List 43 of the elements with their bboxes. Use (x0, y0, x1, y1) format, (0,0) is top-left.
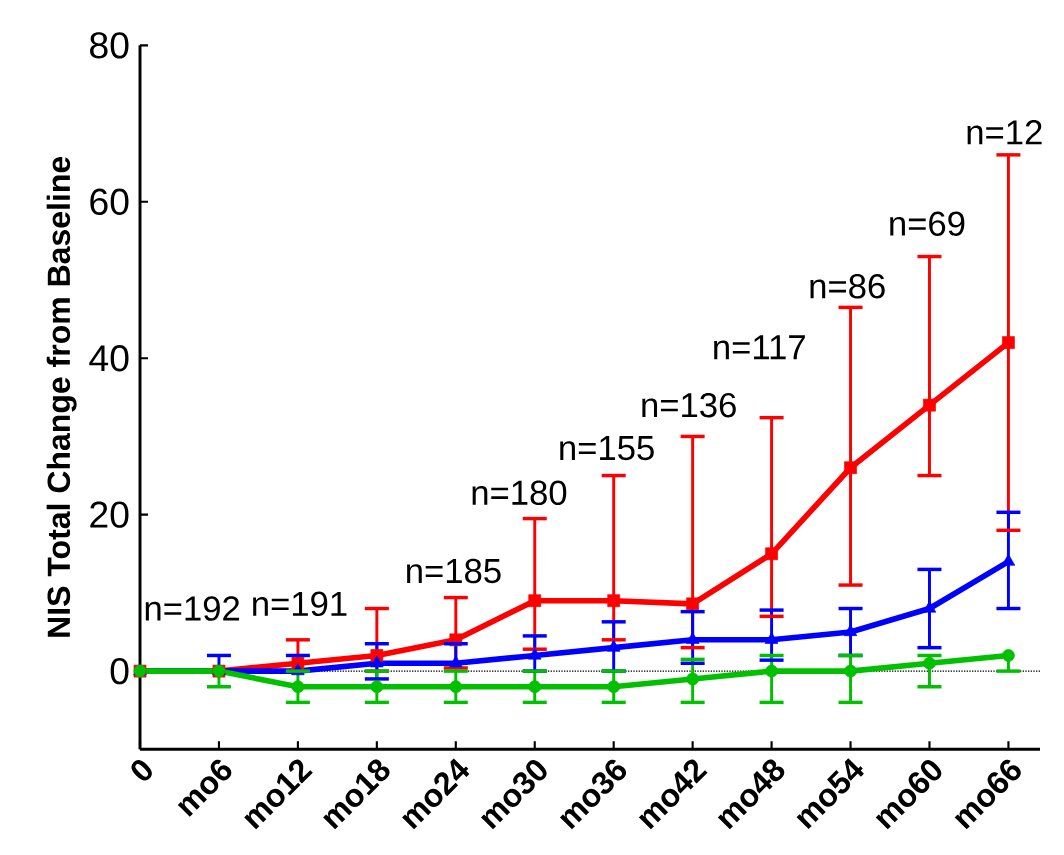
annotation: n=191 (253, 591, 347, 617)
point (844, 461, 857, 475)
point (844, 664, 857, 678)
point (764, 632, 779, 644)
point (449, 680, 463, 694)
point (528, 594, 542, 608)
point (765, 547, 778, 561)
point (923, 398, 936, 412)
point (528, 680, 542, 694)
point (449, 655, 463, 668)
y-tick-label: 80 (90, 32, 129, 59)
point (685, 632, 700, 644)
point (528, 647, 542, 660)
annotation: n=180 (472, 480, 567, 506)
point (607, 594, 621, 608)
x-tick-label: 0 (131, 760, 152, 781)
point (370, 680, 384, 694)
point (765, 664, 778, 678)
annotation: n=69 (890, 211, 965, 237)
point (1002, 649, 1015, 662)
point (922, 601, 937, 613)
point (291, 680, 305, 694)
annotation: n=12 (967, 120, 1042, 145)
point (843, 624, 858, 637)
annotation: n=86 (810, 274, 885, 299)
y-axis-title: NIS Total Change from Baseline (46, 157, 77, 637)
point (1002, 336, 1015, 350)
annotation: n=192 (145, 596, 240, 621)
point (686, 672, 699, 686)
point (370, 655, 384, 668)
annotation: n=155 (560, 436, 654, 461)
y-tick-label: 40 (89, 345, 129, 372)
point (923, 657, 936, 670)
point (686, 597, 699, 611)
y-tick-label: 60 (90, 188, 129, 216)
y-tick-label: 0 (110, 658, 129, 685)
annotation: n=136 (642, 393, 736, 418)
y-tick-label: 20 (90, 501, 129, 529)
annotation: n=117 (714, 335, 805, 360)
point (1001, 554, 1016, 566)
point (607, 680, 621, 694)
annotation: n=185 (407, 558, 501, 584)
point (607, 640, 621, 652)
